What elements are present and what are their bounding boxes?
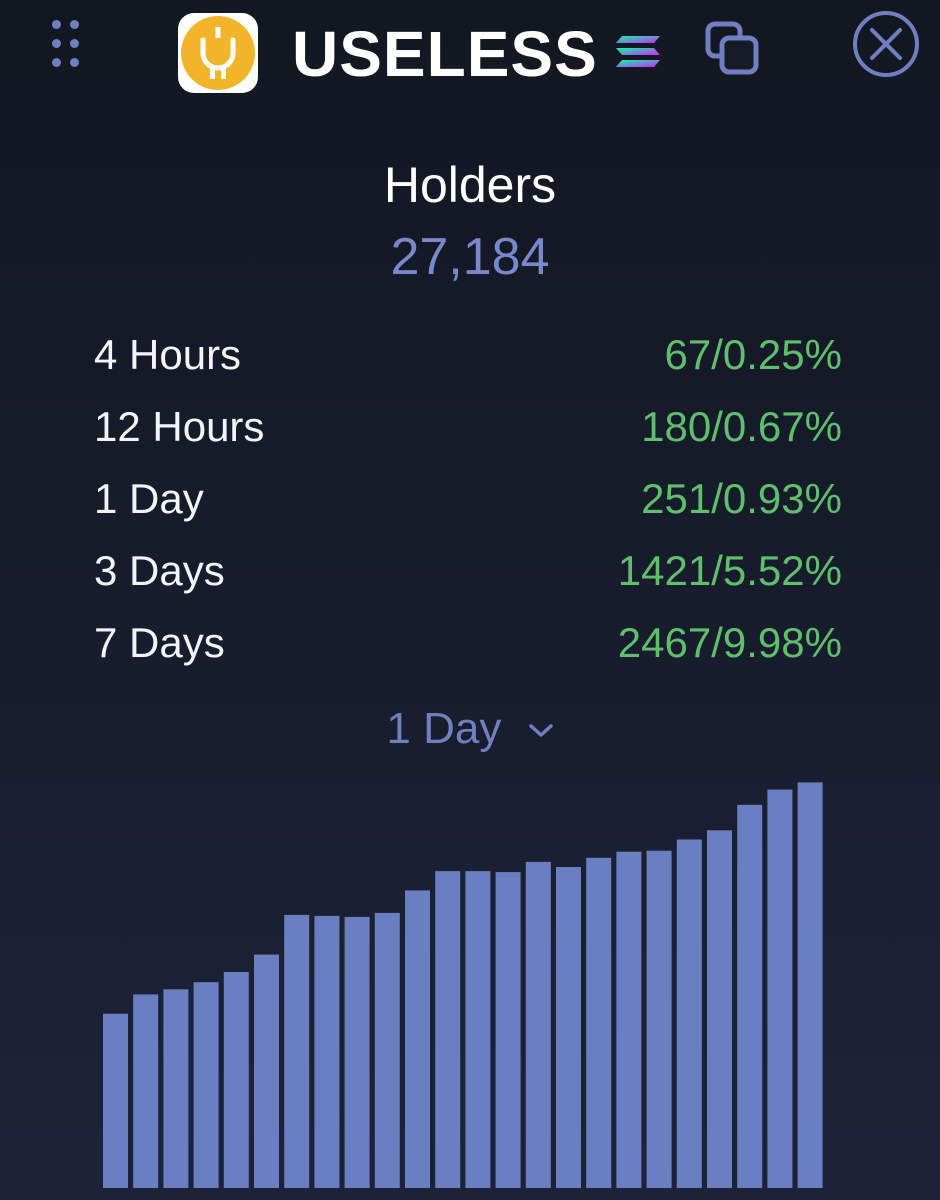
- close-button[interactable]: [852, 10, 920, 78]
- drag-handle-icon[interactable]: [50, 18, 84, 72]
- stat-period: 12 Hours: [94, 403, 265, 450]
- copy-icon: [705, 21, 759, 75]
- stat-period: 1 Day: [94, 475, 204, 522]
- chart-bar-1: [103, 1013, 128, 1188]
- chart-bar-2: [133, 994, 159, 1188]
- token-header: USELESS: [0, 0, 940, 110]
- stat-row-3-days: 3 Days 1421/5.52%: [94, 541, 842, 613]
- chart-bar-17: [586, 857, 612, 1188]
- token-name: USELESS: [292, 18, 598, 90]
- holders-count: 27,184: [390, 228, 550, 286]
- solana-chain-icon: [614, 34, 662, 75]
- stat-change: 67/0.25%: [664, 331, 842, 378]
- holders-bar-chart: [103, 782, 823, 1188]
- chart-bar-9: [344, 916, 370, 1188]
- chart-bar-24: [797, 782, 823, 1188]
- chart-bar-19: [646, 850, 672, 1188]
- stat-period: 3 Days: [94, 547, 225, 594]
- stat-period: 4 Hours: [94, 331, 242, 378]
- chevron-down-icon: [528, 694, 554, 756]
- chart-bar-6: [254, 954, 279, 1188]
- chart-bar-8: [314, 915, 340, 1188]
- holders-label: Holders: [383, 157, 557, 213]
- stat-change: 251/0.93%: [641, 475, 842, 522]
- chart-bar-5: [223, 972, 249, 1188]
- stat-change: 180/0.67%: [641, 403, 842, 450]
- chart-bar-4: [193, 982, 219, 1188]
- chart-bar-21: [707, 830, 732, 1188]
- useless-token-logo: [178, 13, 258, 93]
- chart-bar-22: [737, 804, 763, 1188]
- stat-period: 7 Days: [94, 619, 225, 666]
- stat-row-1-day: 1 Day 251/0.93%: [94, 469, 842, 541]
- chart-bar-12: [435, 871, 461, 1188]
- chart-bar-7: [284, 914, 310, 1188]
- chart-bar-16: [556, 867, 581, 1188]
- chart-bar-13: [465, 871, 491, 1188]
- stat-change: 2467/9.98%: [617, 619, 842, 666]
- chart-bar-23: [767, 789, 793, 1188]
- range-dropdown-value: 1 Day: [386, 704, 502, 753]
- stat-change: 1421/5.52%: [617, 547, 842, 594]
- stat-row-12-hours: 12 Hours 180/0.67%: [94, 397, 842, 469]
- chart-bar-15: [525, 861, 551, 1188]
- chart-bar-14: [495, 872, 521, 1188]
- stat-row-4-hours: 4 Hours 67/0.25%: [94, 325, 842, 397]
- chart-bar-3: [163, 989, 189, 1188]
- chart-bar-10: [374, 912, 400, 1188]
- chart-bar-18: [616, 851, 642, 1188]
- holder-stats-list: 4 Hours 67/0.25% 12 Hours 180/0.67% 1 Da…: [94, 325, 842, 685]
- copy-button[interactable]: [702, 18, 762, 78]
- stat-row-7-days: 7 Days 2467/9.98%: [94, 613, 842, 685]
- range-dropdown[interactable]: 1 Day: [360, 698, 580, 760]
- chart-bar-11: [405, 890, 430, 1188]
- close-icon: [853, 11, 919, 77]
- chart-bar-20: [676, 839, 702, 1188]
